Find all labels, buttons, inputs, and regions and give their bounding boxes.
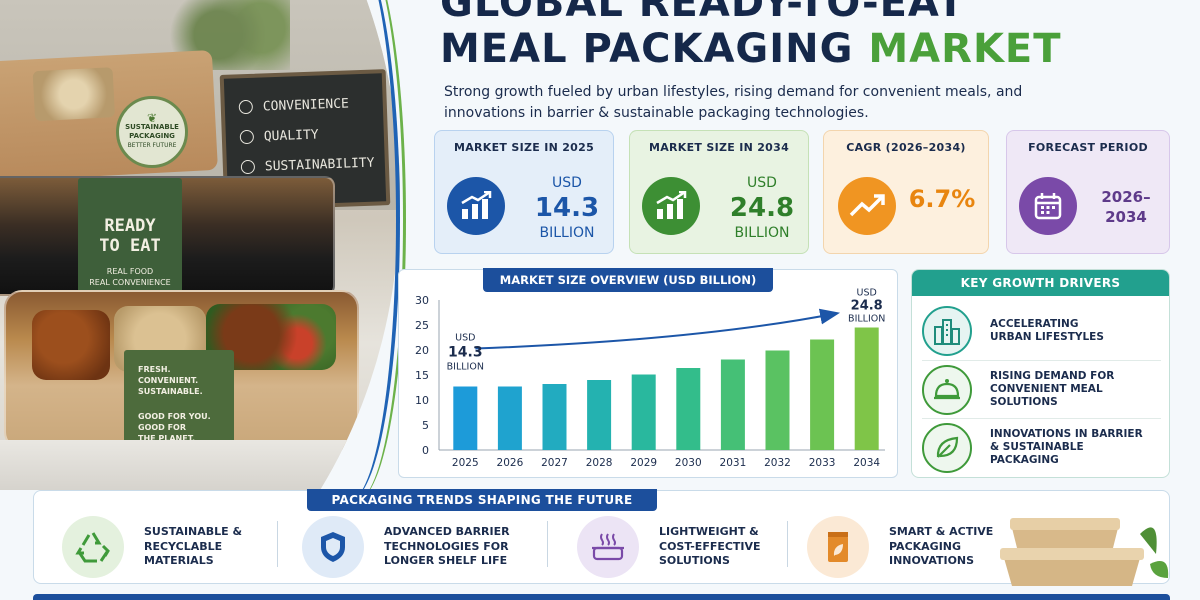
chart-bar xyxy=(854,327,879,450)
chart-bar xyxy=(676,368,701,450)
x-tick-label: 2030 xyxy=(675,457,702,469)
annotation-end-value: 24.8 xyxy=(851,299,883,314)
driver-item: INNOVATIONS IN BARRIER & SUSTAINABLE PAC… xyxy=(922,418,1161,476)
smart-pouch-icon xyxy=(807,516,869,578)
leaf-icon: ❦ xyxy=(146,111,158,125)
trend-item: SUSTAINABLE & RECYCLABLE MATERIALS xyxy=(62,516,242,578)
y-tick-label: 20 xyxy=(415,344,429,357)
annotation-end-suffix: BILLION xyxy=(848,314,885,325)
page-subtitle: Strong growth fueled by urban lifestyles… xyxy=(444,84,1023,121)
chart-bar xyxy=(542,384,567,450)
y-tick-label: 0 xyxy=(422,444,429,457)
chart-title: MARKET SIZE OVERVIEW (USD BILLION) xyxy=(483,268,773,292)
bar-chart-up-icon xyxy=(447,177,505,235)
x-tick-label: 2031 xyxy=(720,457,747,469)
check-icon xyxy=(239,129,255,145)
trend-item: LIGHTWEIGHT & COST-EFFECTIVE SOLUTIONS xyxy=(577,516,761,578)
driver-item: ACCELERATING URBAN LIFESTYLES xyxy=(922,302,1161,360)
stacked-containers-illustration xyxy=(1000,518,1169,586)
recycle-icon xyxy=(62,516,124,578)
y-tick-label: 25 xyxy=(415,319,429,332)
hero-photo: CONVENIENCE QUALITY SUSTAINABILITY ❦ SUS… xyxy=(0,0,400,490)
chart-bar xyxy=(810,339,835,450)
chart-bar xyxy=(453,386,478,450)
stat-card-market-2034: MARKET SIZE IN 2034 USD 24.8 BILLION xyxy=(629,130,809,254)
calendar-icon xyxy=(1019,177,1077,235)
x-tick-label: 2026 xyxy=(497,457,524,469)
sustainable-packaging-badge: ❦ SUSTAINABLE PACKAGING BETTER FUTURE xyxy=(116,96,188,168)
annotation-start-value: 14.3 xyxy=(448,345,483,361)
divider xyxy=(277,521,278,567)
steaming-container-icon xyxy=(577,516,639,578)
chart-bar xyxy=(765,350,790,450)
chart-bar xyxy=(720,359,745,450)
clock-icon xyxy=(238,99,254,115)
key-growth-drivers-panel: KEY GROWTH DRIVERS ACCELERATING URBAN LI… xyxy=(911,269,1170,478)
x-tick-label: 2027 xyxy=(541,457,568,469)
x-tick-label: 2033 xyxy=(809,457,836,469)
annotation-start-suffix: BILLION xyxy=(447,362,484,373)
divider xyxy=(547,521,548,567)
chalk-row: CONVENIENCE xyxy=(238,88,375,123)
x-tick-label: 2025 xyxy=(452,457,479,469)
driver-item: RISING DEMAND FOR CONVENIENT MEAL SOLUTI… xyxy=(922,360,1161,418)
packaging-trends-panel: PACKAGING TRENDS SHAPING THE FUTURE SUST… xyxy=(33,489,1170,584)
chart-bar xyxy=(631,374,656,450)
annotation-start-unit: USD xyxy=(455,333,475,344)
trends-title: PACKAGING TRENDS SHAPING THE FUTURE xyxy=(307,489,657,511)
page-title: GLOBAL READY-TO-EAT MEAL PACKAGING MARKE… xyxy=(440,0,1180,72)
trend-item: ADVANCED BARRIER TECHNOLOGIES FOR LONGER… xyxy=(302,516,510,578)
divider xyxy=(787,521,788,567)
x-tick-label: 2028 xyxy=(586,457,613,469)
food-portion xyxy=(32,310,110,380)
counter-surface xyxy=(0,440,400,490)
ready-to-eat-sleeve: READY TO EAT REAL FOOD REAL CONVENIENCE xyxy=(78,178,182,300)
box-window xyxy=(32,67,116,122)
bar-chart-up-icon xyxy=(642,177,700,235)
stat-card-forecast-period: FORECAST PERIOD 2026– 2034 xyxy=(1006,130,1170,254)
y-tick-label: 10 xyxy=(415,394,429,407)
market-size-chart: 0 5 10 15 20 25 30 2025 2026 2027 2028 2029 2030 2031… xyxy=(398,268,898,478)
y-tick-label: 30 xyxy=(415,294,429,307)
fresh-sleeve: FRESH. CONVENIENT. SUSTAINABLE. GOOD FOR… xyxy=(124,350,234,450)
shield-icon xyxy=(302,516,364,578)
leaf-icon xyxy=(240,159,256,175)
y-tick-label: 5 xyxy=(422,419,429,432)
x-tick-label: 2034 xyxy=(853,457,880,469)
growth-trend-arrow xyxy=(475,308,841,350)
title-line-2: MEAL PACKAGING MARKET xyxy=(440,26,1062,72)
title-line-1: GLOBAL READY-TO-EAT xyxy=(440,0,966,26)
chart-bar xyxy=(587,380,612,450)
chalk-row: QUALITY xyxy=(239,118,376,153)
x-tick-label: 2032 xyxy=(764,457,791,469)
footer-bar xyxy=(33,594,1170,600)
y-tick-label: 15 xyxy=(415,369,429,382)
x-tick-label: 2029 xyxy=(630,457,657,469)
city-buildings-icon xyxy=(922,306,972,356)
stat-card-market-2025: MARKET SIZE IN 2025 USD 14.3 BILLION xyxy=(434,130,614,254)
kraft-meal-box xyxy=(0,49,218,183)
annotation-end-unit: USD xyxy=(857,288,877,299)
drivers-title: KEY GROWTH DRIVERS xyxy=(912,270,1169,296)
trend-item: SMART & ACTIVE PACKAGING INNOVATIONS xyxy=(807,516,993,578)
food-cloche-icon xyxy=(922,364,972,415)
trend-arrow-icon xyxy=(838,177,896,235)
stat-card-cagr: CAGR (2026–2034) 6.7% xyxy=(823,130,989,254)
chart-bar xyxy=(497,386,522,450)
leaf-icon xyxy=(922,422,972,473)
